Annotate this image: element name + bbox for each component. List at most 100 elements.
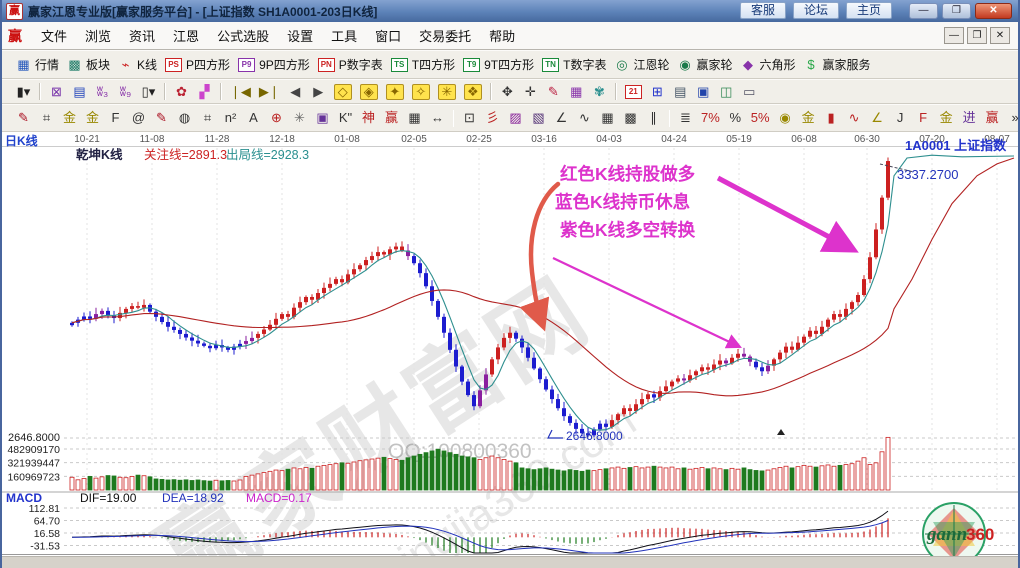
menu-file[interactable]: 文件 [32,22,76,49]
calculator-button[interactable]: ⊞ [646,83,669,101]
menu-browse[interactable]: 浏览 [76,22,120,49]
enter-mark-tool[interactable]: 进 [958,109,981,127]
price-box-tool[interactable]: ▦ [596,109,619,127]
golden-slash-tool[interactable]: 金 [935,109,958,127]
gann-diamond-3-button[interactable]: ✦ [382,82,408,102]
menu-trade-order[interactable]: 交易委托 [410,22,480,49]
time-box-tool[interactable]: ▩ [619,109,642,127]
mdi-close-button[interactable]: ✕ [990,27,1010,44]
menu-help[interactable]: 帮助 [480,22,524,49]
angle-pen-tool[interactable]: ✎ [150,109,173,127]
menu-gann[interactable]: 江恩 [164,22,208,49]
k-mark-tool[interactable]: K" [334,109,357,127]
calendar-button[interactable]: 21 [621,83,646,101]
win-slash-tool[interactable]: 赢 [981,109,1004,127]
distribution-tool[interactable]: ≣ [674,109,697,127]
menu-news[interactable]: 资讯 [120,22,164,49]
menu-formula-stock-pick[interactable]: 公式选股 [208,22,278,49]
andrews-fork-tool[interactable]: A [242,109,265,127]
mdi-minimize-button[interactable]: — [944,27,964,44]
angle-lines-tool[interactable]: ∠ [550,109,573,127]
hand-drag-tool[interactable]: ✥ [496,83,519,101]
save-button[interactable]: ▣ [692,83,715,101]
kline-button[interactable]: ⌁ K线 [114,54,161,75]
golden-section-v-tool[interactable]: 金 [81,109,104,127]
titlebar-homepage-button[interactable]: 主页 [846,2,892,19]
step-forward-button[interactable]: ▶ [307,83,330,101]
ruler-grid-tool[interactable]: ⌗ [35,109,58,127]
notepad-button[interactable]: ▤ [669,83,692,101]
gift-grid-button[interactable]: ▦ [565,83,588,101]
percent-5-tool[interactable]: 5% [747,109,774,127]
star-rays-tool[interactable]: ✳ [288,109,311,127]
info-board-button[interactable]: ▤ [68,83,91,101]
golden-lines-tool[interactable]: 金 [797,109,820,127]
bars-9-button[interactable]: ʬ₉ [114,83,137,101]
wave-mark-tool[interactable]: ∿ [843,109,866,127]
minimize-button[interactable]: — [909,3,938,19]
nine-p-square-button[interactable]: P9 9P四方形 [234,54,314,75]
printer-button[interactable]: ▭ [738,83,761,101]
golden-circle-tool[interactable]: ◉ [774,109,797,127]
grid-123-tool[interactable]: ▦ [403,109,426,127]
menu-settings[interactable]: 设置 [278,22,322,49]
percent-7-tool[interactable]: 7% [697,109,724,127]
gann-wheel-button[interactable]: ◎ 江恩轮 [610,54,673,75]
pattern-clear-button[interactable]: ⊠ [45,83,68,101]
golden-angle-tool[interactable]: ∠ [866,109,889,127]
gann-diamond-5-button[interactable]: ✳ [434,82,460,102]
mdi-restore-button[interactable]: ❐ [967,27,987,44]
hexagon-button[interactable]: ◆ 六角形 [737,54,800,75]
crosshair-tool[interactable]: ✛ [519,83,542,101]
j-angle-tool[interactable]: J [889,109,912,127]
nine-t-square-button[interactable]: T9 9T四方形 [459,54,538,75]
price-grid-tool[interactable]: ⌗ [196,109,219,127]
quotes-button[interactable]: ▦ 行情 [12,54,63,75]
menu-tools[interactable]: 工具 [322,22,366,49]
square-target-tool[interactable]: ▣ [311,109,334,127]
p-number-table-button[interactable]: PN P数字表 [314,54,387,75]
fan-lines-tool[interactable]: 彡 [481,109,504,127]
menu-window[interactable]: 窗口 [366,22,410,49]
gann-diamond-4-button[interactable]: ✧ [408,82,434,102]
golden-section-h-tool[interactable]: 金 [58,109,81,127]
h-measure-tool[interactable]: ↔ [426,109,449,127]
bars-3-button[interactable]: ʬ₃ [91,83,114,101]
pattern-stamp-button[interactable]: ✾ [588,83,611,101]
go-first-button[interactable]: ❘◀ [226,83,255,101]
fan-area-tool[interactable]: ▨ [504,109,527,127]
hollow-candle-dropdown[interactable]: ▯▾ [137,83,160,101]
gann-diamond-1-button[interactable]: ◇ [330,82,356,102]
box-tool[interactable]: ⊡ [458,109,481,127]
draw-pen-tool[interactable]: ✎ [12,109,35,127]
square-numbers-tool[interactable]: n² [219,109,242,127]
candle-mark-tool[interactable]: ▮ [820,109,843,127]
gann-rose-button[interactable]: ✿ [170,83,193,101]
spiral-tool[interactable]: @ [127,109,150,127]
win-tool[interactable]: 赢 [380,109,403,127]
f-angle-tool[interactable]: F [912,109,935,127]
gann-diamond-2-button[interactable]: ◈ [356,82,382,102]
fan-area-2-tool[interactable]: ▧ [527,109,550,127]
go-last-button[interactable]: ▶❘ [255,83,284,101]
titlebar-forum-button[interactable]: 论坛 [793,2,839,19]
chart-canvas[interactable]: 赢家财富网www.yingjia360.comQQ:10080036010-21… [2,132,1020,556]
kline-period-dropdown[interactable]: ▮▾ [12,83,35,101]
percent-tool[interactable]: % [724,109,747,127]
more-tools-button[interactable]: » [1004,109,1018,127]
sectors-button[interactable]: ▩ 板块 [63,54,114,75]
chart-export-button[interactable]: ◫ [715,83,738,101]
gann-circle-tool[interactable]: ◍ [173,109,196,127]
t-square-button[interactable]: TS T四方形 [387,54,459,75]
step-back-button[interactable]: ◀ [284,83,307,101]
winner-wheel-button[interactable]: ◉ 赢家轮 [673,54,736,75]
flag-pen-tool[interactable]: ✎ [542,83,565,101]
titlebar-customer-service-button[interactable]: 客服 [740,2,786,19]
parallel-lines-tool[interactable]: ∥ [642,109,665,127]
p-square-button[interactable]: PS P四方形 [161,54,234,75]
restore-button[interactable]: ❐ [942,3,971,19]
t-number-table-button[interactable]: TN T数字表 [538,54,610,75]
fib-ruler-tool[interactable]: F [104,109,127,127]
circle-cross-tool[interactable]: ⊕ [265,109,288,127]
gann-diamond-6-button[interactable]: ❖ [460,82,486,102]
